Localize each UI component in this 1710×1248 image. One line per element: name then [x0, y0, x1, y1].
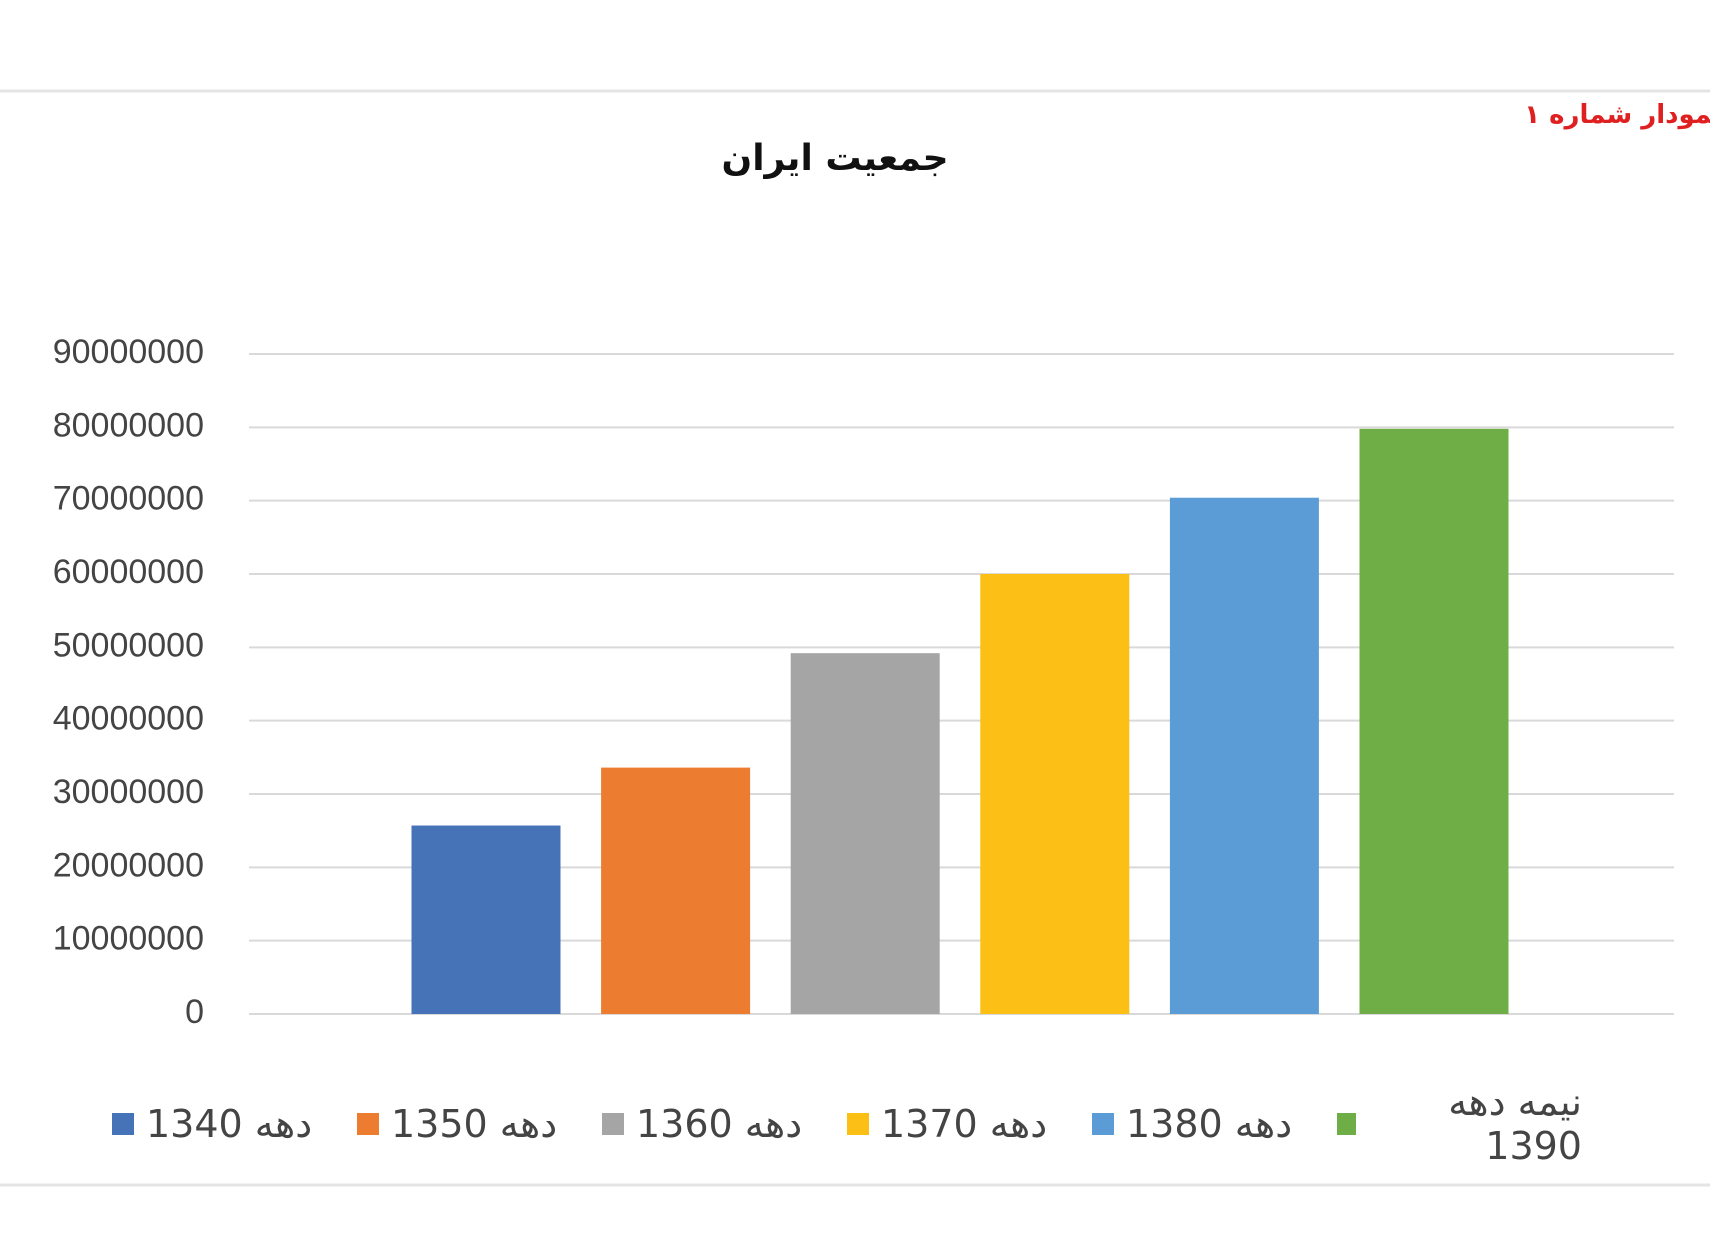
bar	[980, 574, 1130, 1014]
legend: دهه 1340 دهه 1350 دهه 1360 دهه 1370 دهه 1380…	[112, 1080, 1582, 1168]
bar	[1169, 497, 1319, 1014]
y-tick-label: 0	[185, 993, 204, 1031]
y-tick-label: 50000000	[53, 626, 204, 664]
y-tick-label: 70000000	[53, 480, 204, 518]
legend-swatch	[602, 1113, 624, 1135]
legend-label: نیمه دهه 1390	[1448, 1080, 1582, 1168]
chart-title: جمعیت ایران	[721, 138, 948, 179]
y-tick-label: 30000000	[53, 773, 204, 811]
legend-label: دهه 1340	[146, 1102, 313, 1146]
legend-label: دهه 1380	[1126, 1102, 1293, 1146]
y-tick-label: 10000000	[53, 920, 204, 958]
bar	[601, 767, 751, 1014]
legend-item: دهه 1360	[602, 1080, 847, 1168]
bar	[1359, 428, 1509, 1014]
legend-swatch	[112, 1113, 134, 1135]
legend-item: دهه 1340	[112, 1080, 357, 1168]
legend-item: دهه 1370	[847, 1080, 1092, 1168]
bar	[790, 653, 940, 1014]
y-tick-label: 20000000	[53, 846, 204, 884]
y-tick-label: 60000000	[53, 553, 204, 591]
annotation: نمودار شماره ۱	[1524, 100, 1710, 130]
y-tick-label: 40000000	[53, 700, 204, 738]
legend-item: نیمه دهه 1390	[1337, 1080, 1582, 1168]
y-tick-label: 90000000	[53, 333, 204, 371]
bar	[411, 825, 561, 1014]
legend-swatch	[847, 1113, 869, 1135]
legend-swatch	[357, 1113, 379, 1135]
legend-swatch	[1092, 1113, 1114, 1135]
legend-label: دهه 1370	[881, 1102, 1048, 1146]
legend-label: دهه 1350	[391, 1102, 558, 1146]
legend-label: دهه 1360	[636, 1102, 803, 1146]
legend-item: دهه 1380	[1092, 1080, 1337, 1168]
legend-swatch	[1337, 1113, 1357, 1135]
legend-item: دهه 1350	[357, 1080, 602, 1168]
y-tick-label: 80000000	[53, 406, 204, 444]
